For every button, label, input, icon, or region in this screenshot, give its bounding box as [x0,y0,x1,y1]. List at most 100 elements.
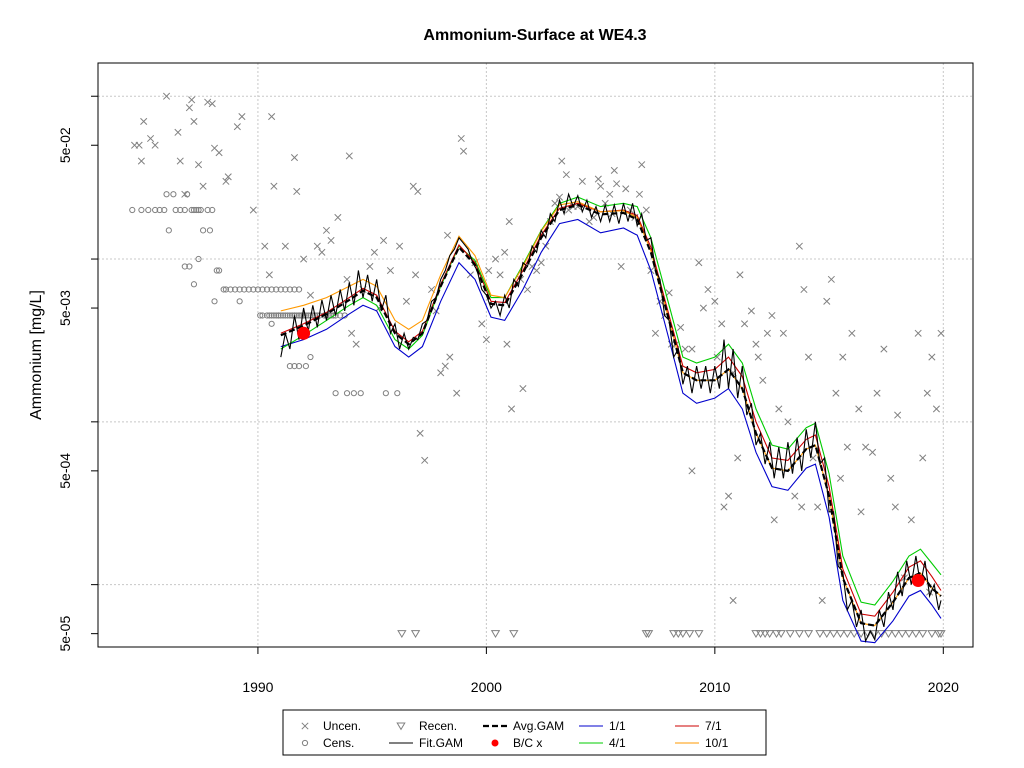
point-censored [204,206,211,214]
legend-label: Fit.GAM [419,736,463,750]
point-censored [165,227,172,234]
legend-label: 7/1 [705,719,722,733]
point-uncensored [265,271,273,279]
point-censored [263,286,271,293]
point-uncensored [747,307,755,315]
point-uncensored [839,353,847,361]
point-recensored [410,630,421,639]
point-uncensored [891,503,899,511]
point-uncensored [306,291,315,299]
point-recensored [842,630,853,639]
point-censored [227,286,234,293]
point-uncensored [402,297,410,305]
point-censored [236,298,243,305]
point-uncensored [327,236,335,245]
point-uncensored [868,448,877,456]
point-recensored [669,630,679,639]
point-uncensored [352,340,360,348]
point-recensored [897,630,907,639]
point-uncensored [137,157,145,165]
legend-label: B/C x [513,736,542,750]
point-uncensored [162,92,171,100]
legend-item: Fit.GAM [389,736,463,750]
plot-frame [97,62,974,648]
point-uncensored [887,474,895,482]
point-uncensored [503,340,511,348]
point-uncensored [457,134,465,143]
point-uncensored [779,329,787,337]
point-censored [282,286,289,293]
point-recensored [876,630,887,639]
point-uncensored [754,353,762,361]
legend-item: Uncen. [301,719,361,733]
point-uncensored [414,187,422,196]
point-uncensored [597,182,605,190]
point-uncensored [496,271,504,279]
point-uncensored [665,289,673,297]
point-uncensored [736,271,744,279]
point-censored [213,267,220,274]
y-tick-label: 5e-04 [57,453,73,489]
point-recensored [911,630,921,639]
point-uncensored [270,182,278,190]
point-recensored [856,630,866,639]
point-recensored [870,630,880,639]
point-recensored [776,630,786,639]
legend-box [282,709,767,756]
legend-item: 1/1 [579,719,626,733]
point-censored [193,206,200,214]
point-censored [282,312,289,319]
point-recensored [822,630,832,639]
point-censored [170,191,177,198]
point-censored [266,312,273,319]
point-uncensored [594,175,602,183]
point-uncensored [366,262,374,271]
point-uncensored [176,157,184,165]
point-uncensored [763,329,771,337]
point-uncensored [482,336,490,344]
legend-item: 7/1 [675,719,722,733]
point-recensored [904,630,914,639]
point-censored [211,298,218,305]
point-censored [190,206,198,214]
point-uncensored [185,104,193,112]
point-uncensored [140,117,148,126]
point-uncensored [638,161,646,169]
x-tick-label: 1990 [242,679,273,695]
point-recensored [890,630,900,639]
point-uncensored [313,242,321,250]
point-censored [172,206,179,214]
point-uncensored [293,187,301,196]
point-recensored [803,630,814,639]
point-recensored [673,630,683,639]
point-censored [298,312,305,319]
point-censored [245,286,252,293]
point-recensored [918,630,928,639]
point-uncensored [437,369,445,377]
point-uncensored [848,329,856,337]
point-uncensored [190,117,198,126]
point-censored [259,286,266,293]
point-censored [291,286,298,293]
point-uncensored [880,345,888,353]
point-uncensored [688,345,696,353]
point-uncensored [558,157,566,165]
point-uncensored [188,96,196,104]
point-uncensored [446,353,454,361]
point-uncensored [907,516,915,524]
point-uncensored [720,503,728,511]
plot-area [129,92,946,644]
point-uncensored [507,405,516,413]
point-recensored [936,630,946,639]
point-uncensored [551,199,559,207]
point-uncensored [151,141,159,149]
point-censored [231,286,239,293]
point-recensored [927,630,937,639]
point-censored [268,320,275,327]
point-uncensored [281,242,289,250]
point-uncensored [635,190,644,198]
point-uncensored [523,285,532,294]
point-uncensored [734,454,742,462]
point-uncensored [843,443,851,451]
